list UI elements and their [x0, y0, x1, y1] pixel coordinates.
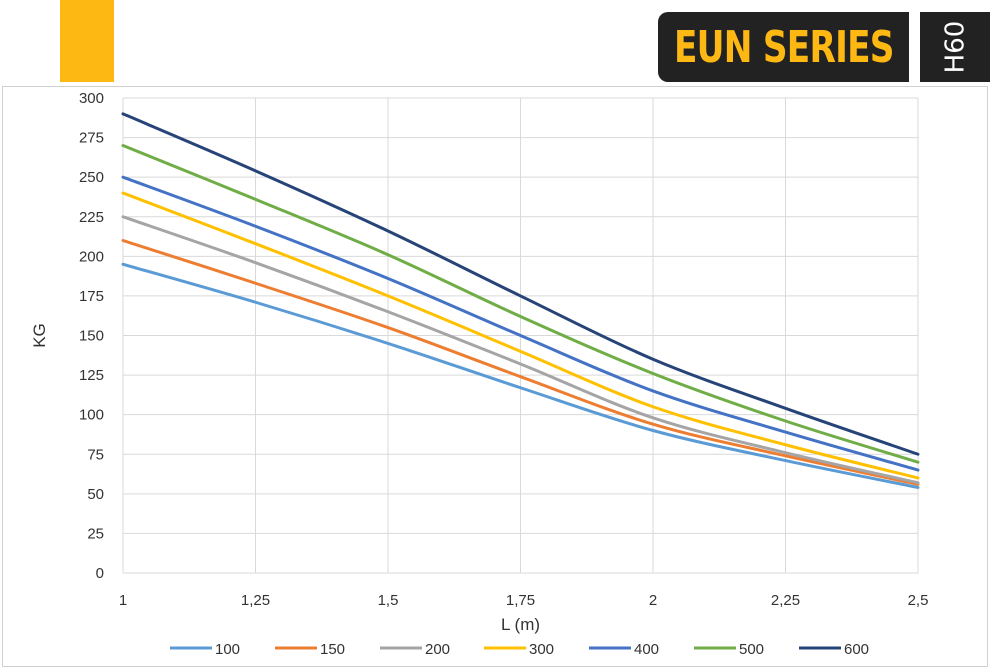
series-line-100: [121, 262, 920, 489]
chart-frame: [2, 86, 988, 667]
legend-label: 500: [739, 641, 764, 658]
legend-label: 300: [529, 641, 554, 658]
legend-item-400: 400: [589, 641, 659, 658]
model-badge: H60: [920, 12, 990, 82]
y-tick-label: 175: [79, 288, 104, 305]
x-tick-label: 1,75: [506, 592, 535, 609]
y-tick-label: 150: [79, 328, 104, 345]
y-tick-label: 75: [87, 446, 104, 463]
legend-item-300: 300: [484, 641, 554, 658]
series-line-400: [121, 175, 920, 472]
legend-label: 400: [634, 641, 659, 658]
chart-legend: 100 150 200 300 400 500 600: [170, 641, 869, 658]
legend-item-200: 200: [380, 641, 450, 658]
series-lines: [121, 112, 920, 489]
y-tick-label: 0: [96, 565, 104, 582]
accent-block: [60, 0, 114, 82]
series-line-200: [121, 215, 920, 485]
legend-label: 100: [215, 641, 240, 658]
legend-item-600: 600: [799, 641, 869, 658]
legend-label: 200: [425, 641, 450, 658]
legend-label: 600: [844, 641, 869, 658]
y-tick-label: 100: [79, 407, 104, 424]
x-axis-ticks: 1 1,25 1,5 1,75 2 2,25 2,5: [119, 592, 929, 609]
y-tick-label: 25: [87, 525, 104, 542]
x-tick-label: 2: [649, 592, 657, 609]
x-tick-label: 2,25: [771, 592, 800, 609]
legend-label: 150: [320, 641, 345, 658]
legend-item-150: 150: [275, 641, 345, 658]
x-tick-label: 1,5: [378, 592, 399, 609]
y-tick-label: 225: [79, 209, 104, 226]
legend-item-500: 500: [694, 641, 764, 658]
series-logo-text: EUN SERIES: [673, 21, 894, 73]
y-axis-title: KG: [30, 323, 49, 348]
y-axis-ticks: 0 25 50 75 100 125 150 175 200 225 250 275 300: [79, 90, 104, 582]
legend-item-100: 100: [170, 641, 240, 658]
series-line-600: [121, 112, 920, 456]
series-line-300: [121, 191, 920, 480]
y-tick-label: 50: [87, 486, 104, 503]
y-tick-label: 125: [79, 367, 104, 384]
chart-grid: [122, 97, 919, 574]
y-tick-label: 200: [79, 248, 104, 265]
x-tick-label: 2,5: [908, 592, 929, 609]
x-axis-title: L (m): [501, 615, 540, 634]
y-tick-label: 250: [79, 169, 104, 186]
series-logo: EUN SERIES: [658, 12, 909, 82]
series-line-500: [121, 144, 920, 464]
x-tick-label: 1: [119, 592, 127, 609]
series-line-150: [121, 239, 920, 486]
x-tick-label: 1,25: [241, 592, 270, 609]
y-tick-label: 300: [79, 90, 104, 107]
y-tick-label: 275: [79, 130, 104, 147]
